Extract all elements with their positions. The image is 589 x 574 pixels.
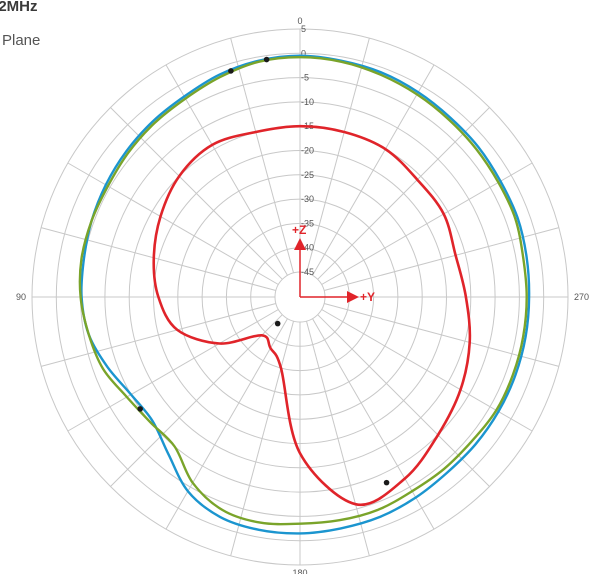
grid-spoke — [317, 314, 490, 487]
grid-spoke — [312, 318, 435, 530]
grid-spoke — [317, 107, 490, 280]
data-marker — [274, 320, 281, 327]
radial-tick-label: -45 — [301, 267, 314, 277]
grid-spoke — [165, 318, 288, 530]
chart-subtitle: Plane — [2, 32, 41, 49]
series-line-green — [78, 56, 528, 526]
angle-label: 90 — [16, 292, 26, 302]
angle-label: 180 — [292, 568, 307, 574]
series-line-blue — [80, 54, 531, 535]
radial-tick-label: -25 — [301, 170, 314, 180]
radial-tick-label: -5 — [301, 73, 309, 83]
radial-tick-label: -35 — [301, 218, 314, 228]
angle-label: 270 — [574, 292, 589, 302]
grid-spoke — [41, 227, 276, 292]
chart-title: 02MHz — [0, 0, 38, 15]
grid-spoke — [67, 162, 279, 285]
radial-tick-label: 5 — [301, 24, 306, 34]
grid-spoke — [312, 64, 435, 276]
radial-tick-label: -30 — [301, 194, 314, 204]
grid-spoke — [110, 314, 283, 487]
grid-spoke — [67, 309, 279, 432]
radial-tick-label: -40 — [301, 243, 314, 253]
data-marker — [228, 68, 234, 74]
radial-tick-label: -20 — [301, 146, 314, 156]
grid-spoke — [41, 302, 276, 367]
grid-spoke — [321, 309, 533, 432]
angle-label: 0 — [297, 16, 302, 26]
radial-tick-label: 0 — [301, 48, 306, 58]
grid-spoke — [321, 162, 533, 285]
grid-spoke — [230, 321, 295, 556]
data-marker — [383, 479, 390, 486]
grid-spoke — [165, 64, 288, 276]
series-line-red — [152, 124, 472, 507]
grid-spoke — [305, 38, 370, 273]
radial-tick-label: -10 — [301, 97, 314, 107]
grid-spoke — [230, 38, 295, 273]
data-marker — [263, 56, 270, 63]
y-axis-label: +Y — [360, 290, 375, 304]
data-marker — [137, 406, 143, 412]
z-axis-label: +Z — [292, 223, 306, 237]
